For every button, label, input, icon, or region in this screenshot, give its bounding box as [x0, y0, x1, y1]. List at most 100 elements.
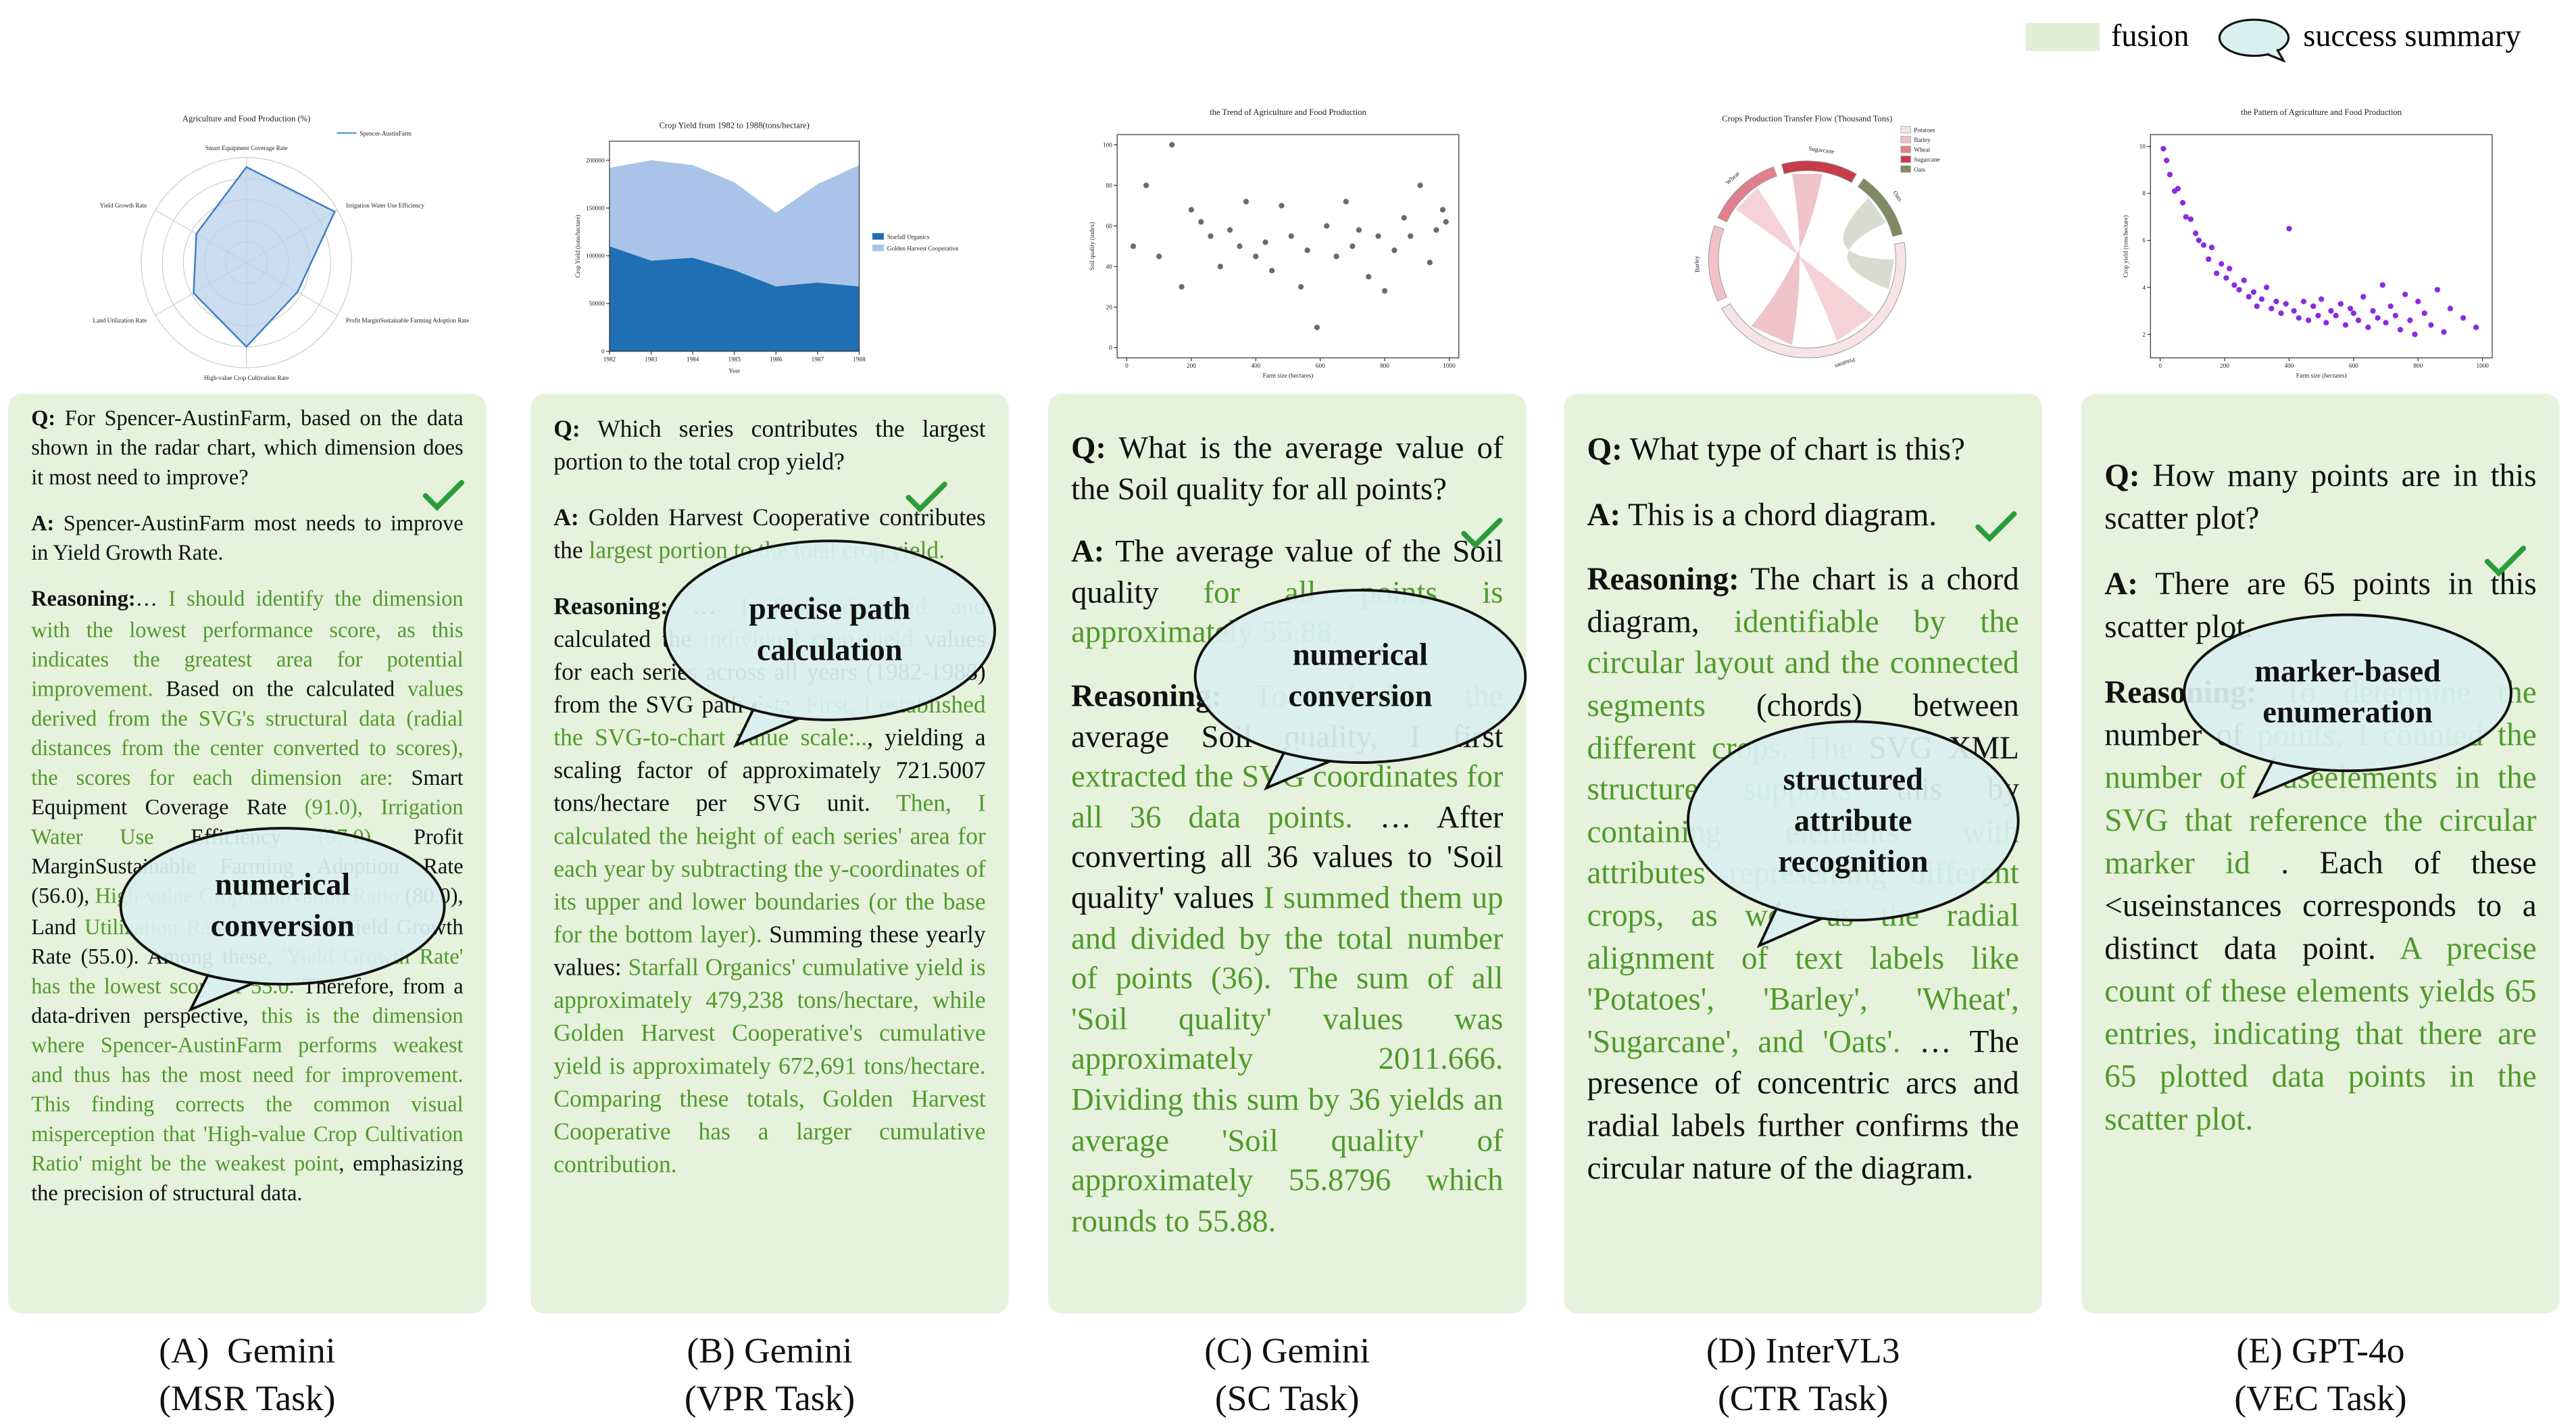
- point: [2213, 270, 2220, 276]
- success-check: [2484, 545, 2527, 578]
- reasoning-text: (chords) between: [1705, 689, 2019, 724]
- point: [1333, 253, 1339, 260]
- point: [1433, 227, 1439, 233]
- x-tick-label: 0: [1125, 362, 1129, 369]
- y-tick-label: 4: [2142, 284, 2146, 291]
- point: [1288, 233, 1294, 239]
- point: [1439, 207, 1446, 213]
- success-check: [906, 481, 948, 514]
- point: [2397, 327, 2404, 333]
- point: [2187, 216, 2194, 222]
- point: [2402, 291, 2408, 297]
- answer-text: Spencer-AustinFarm most needs to improve…: [31, 510, 464, 566]
- bubble-body: [119, 827, 446, 986]
- question-text: Which series contributes the largest por…: [553, 416, 986, 477]
- legend-label: Starfall Organics: [887, 233, 930, 240]
- reasoning-text: , yielding a scaling factor of approxima…: [553, 725, 986, 818]
- x-tick-label: 1987: [812, 356, 824, 362]
- reasoning-text: …: [135, 587, 169, 612]
- answer-label: A:: [31, 510, 55, 536]
- bubble-joint: [758, 698, 801, 714]
- fused-text: this is the dimension where Spencer-Aust…: [31, 1003, 464, 1176]
- x-tick-label: 800: [2413, 362, 2423, 369]
- point: [2421, 310, 2427, 316]
- thumbnail-chart: the Pattern of Agriculture and Food Prod…: [2122, 107, 2493, 379]
- bubble-shape: [119, 827, 446, 1013]
- point: [1208, 233, 1214, 239]
- x-axis-label: Farm size (hectares): [1263, 372, 1314, 379]
- point: [2183, 214, 2189, 220]
- arc-label: Wheat: [1725, 170, 1741, 186]
- legend-label: Sugarcane: [1914, 156, 1939, 163]
- legend-label: Golden Harvest Cooperative: [887, 245, 959, 251]
- point: [2328, 308, 2334, 314]
- point: [1217, 264, 1223, 270]
- point: [2219, 261, 2225, 267]
- fused-text: A precise count of these elements yields…: [2104, 932, 2537, 1138]
- bubble-shape: [663, 539, 996, 748]
- question-text: How many points are in this scatter plot…: [2104, 459, 2537, 537]
- x-tick-label: 1986: [770, 356, 783, 362]
- success-check: [422, 479, 465, 512]
- y-tick-label: 100000: [586, 253, 605, 260]
- point: [2200, 242, 2207, 248]
- point: [1427, 260, 1433, 266]
- point: [2179, 199, 2186, 206]
- question-label: Q:: [1071, 431, 1106, 466]
- answer: A: There are 65 points in this scatter p…: [2104, 564, 2536, 650]
- y-tick-label: 2: [2142, 331, 2146, 338]
- answer-text: This is a chord diagram.: [1628, 498, 1937, 533]
- bubble-shape: [1193, 589, 1527, 791]
- legend-swatch: [1900, 136, 1911, 143]
- point: [2370, 308, 2376, 314]
- point: [2310, 303, 2317, 310]
- thumb-title: Crops Production Transfer Flow (Thousand…: [1722, 114, 1892, 124]
- bubble-text: numerical conversion: [210, 868, 355, 944]
- x-tick-label: 600: [2349, 362, 2358, 369]
- legend-label: Spencer-AustinFarm: [360, 130, 412, 137]
- legend-swatch: [1900, 145, 1911, 153]
- point: [1304, 247, 1310, 253]
- bubble-body: [663, 539, 996, 721]
- plot-frame: [1116, 134, 1460, 359]
- x-tick-label: 0: [2158, 362, 2162, 369]
- check-icon: [2484, 546, 2527, 577]
- reasoning-text: … The presence of concentric arcs and ra…: [1587, 1025, 2019, 1186]
- summary-swatch: [2218, 18, 2290, 63]
- point: [1253, 253, 1259, 260]
- point: [1143, 183, 1149, 189]
- point: [1169, 142, 1175, 148]
- legend-label: Wheat: [1914, 147, 1931, 153]
- y-tick-label: 0: [601, 348, 605, 355]
- answer-label: A:: [1587, 498, 1621, 533]
- check-icon: [422, 480, 465, 511]
- y-tick-label: 60: [1106, 222, 1113, 229]
- caption: (C) Gemini (SC Task): [1048, 1326, 1526, 1422]
- question-text: What type of chart is this?: [1629, 433, 1965, 468]
- arc-label: Barley: [1693, 256, 1700, 272]
- thumbnail-chart: the Trend of Agriculture and Food Produc…: [1089, 107, 1460, 379]
- thumbnail: the Trend of Agriculture and Food Produc…: [1048, 92, 1525, 387]
- point: [1297, 284, 1304, 290]
- radar-area: [193, 166, 336, 348]
- fused-text: (91.0), Irrigation Water Use: [31, 794, 464, 850]
- x-tick-label: 600: [1316, 362, 1325, 369]
- point: [1279, 203, 1285, 209]
- answer-label: A:: [1071, 535, 1105, 571]
- point: [1443, 219, 1449, 225]
- y-tick-label: 80: [1106, 182, 1113, 189]
- point: [1417, 183, 1423, 189]
- chord-arc: [1781, 160, 1857, 183]
- area: [609, 160, 860, 287]
- radar-axis-label: Smart Equipment Coverage Rate: [205, 145, 288, 151]
- point: [1198, 219, 1204, 225]
- point: [1179, 284, 1185, 290]
- question-text: What is the average value of the Soil qu…: [1071, 431, 1504, 507]
- point: [1401, 215, 1407, 221]
- question: Q: What is the average value of the Soil…: [1071, 430, 1503, 510]
- point: [1343, 199, 1349, 205]
- point: [2269, 306, 2275, 312]
- point: [2434, 287, 2441, 293]
- point: [2342, 322, 2349, 328]
